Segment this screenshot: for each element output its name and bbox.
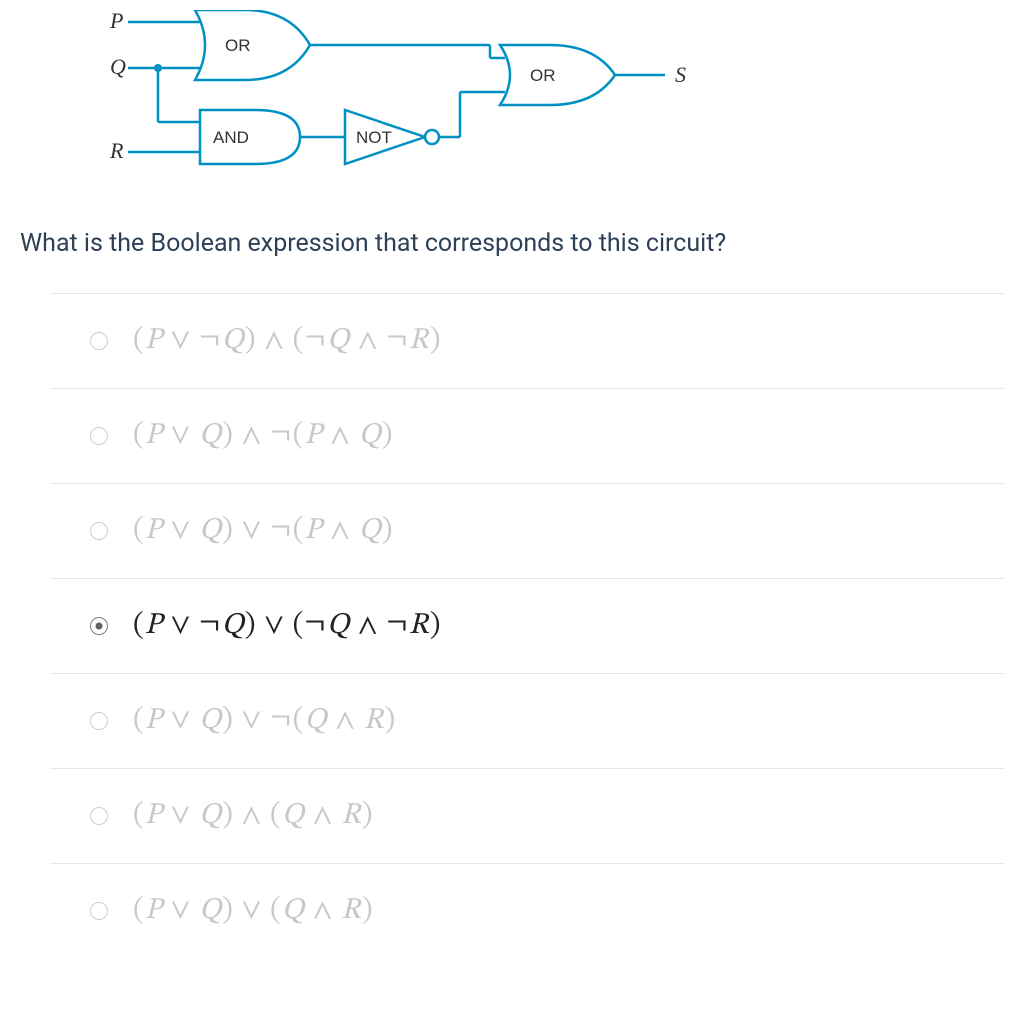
logic-circuit-svg: P Q R OR AND [90, 10, 710, 190]
question-text: What is the Boolean expression that corr… [20, 229, 1004, 258]
option-3[interactable]: (P ∨ ¬Q) ∨ (¬Q ∧ ¬R) [50, 578, 1004, 673]
radio-5[interactable] [90, 807, 108, 825]
svg-text:AND: AND [213, 128, 249, 147]
and-gate: AND [200, 110, 300, 164]
quiz-container: P Q R OR AND [0, 0, 1024, 958]
radio-6[interactable] [90, 902, 108, 920]
input-label-Q: Q [110, 54, 126, 79]
option-label: (P ∨ Q) ∧ (Q ∧ R) [133, 797, 374, 835]
option-label: (P ∨ Q) ∨ (Q ∧ R) [133, 892, 374, 930]
svg-text:OR: OR [530, 66, 556, 85]
not-gate: NOT [345, 110, 439, 164]
radio-1[interactable] [90, 427, 108, 445]
option-label: (P ∨ Q) ∨ ¬(P ∧ Q) [133, 512, 394, 550]
answer-options: (P ∨ ¬Q) ∧ (¬Q ∧ ¬R) (P ∨ Q) ∧ ¬(P ∧ Q) … [50, 293, 1004, 958]
or-gate-1: OR [195, 10, 310, 80]
radio-0[interactable] [90, 332, 108, 350]
option-6[interactable]: (P ∨ Q) ∨ (Q ∧ R) [50, 863, 1004, 958]
radio-4[interactable] [90, 712, 108, 730]
option-2[interactable]: (P ∨ Q) ∨ ¬(P ∧ Q) [50, 483, 1004, 578]
option-1[interactable]: (P ∨ Q) ∧ ¬(P ∧ Q) [50, 388, 1004, 483]
svg-text:OR: OR [225, 36, 251, 55]
option-5[interactable]: (P ∨ Q) ∧ (Q ∧ R) [50, 768, 1004, 863]
option-label: (P ∨ Q) ∧ ¬(P ∧ Q) [133, 417, 394, 455]
circuit-diagram: P Q R OR AND [20, 0, 1004, 214]
radio-2[interactable] [90, 522, 108, 540]
option-label: (P ∨ ¬Q) ∨ (¬Q ∧ ¬R) [133, 607, 441, 645]
input-label-P: P [109, 10, 123, 33]
radio-3[interactable] [90, 617, 108, 635]
option-0[interactable]: (P ∨ ¬Q) ∧ (¬Q ∧ ¬R) [50, 293, 1004, 388]
option-label: (P ∨ Q) ∨ ¬(Q ∧ R) [133, 702, 396, 740]
option-label: (P ∨ ¬Q) ∧ (¬Q ∧ ¬R) [133, 322, 441, 360]
input-label-R: R [109, 138, 124, 163]
option-4[interactable]: (P ∨ Q) ∨ ¬(Q ∧ R) [50, 673, 1004, 768]
output-label-S: S [675, 62, 686, 87]
or-gate-2: OR [500, 45, 615, 105]
svg-text:NOT: NOT [356, 128, 392, 147]
